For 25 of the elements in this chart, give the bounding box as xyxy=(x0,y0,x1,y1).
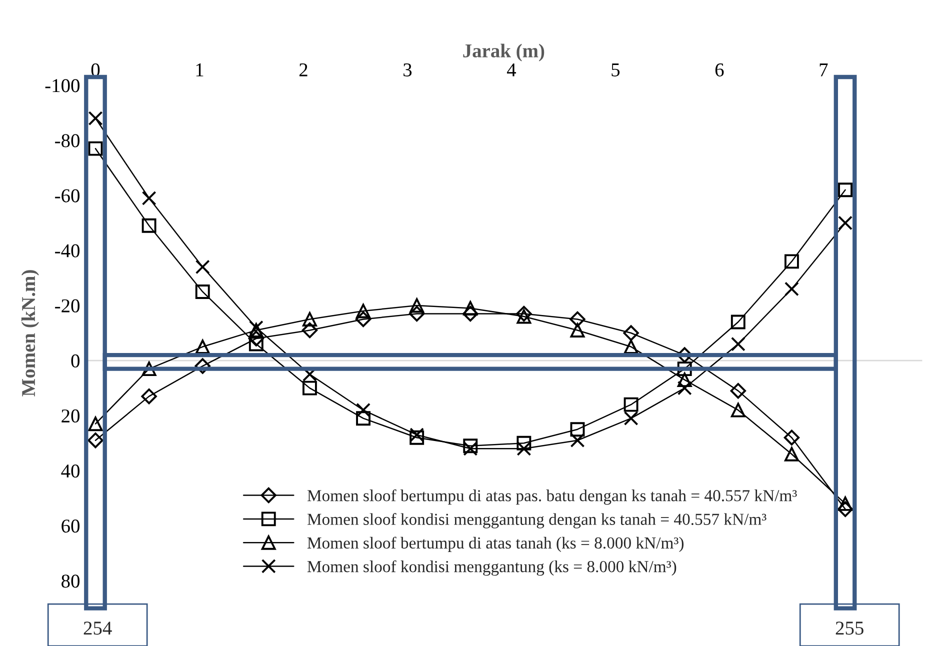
y-tick-label: 0 xyxy=(71,354,80,368)
legend-label: Momen sloof bertumpu di atas pas. batu dengan ks tanah = 40.557 kN/m³ xyxy=(307,489,797,505)
x-tick-label: 1 xyxy=(196,63,204,76)
text: 255 xyxy=(836,622,864,635)
legend-label: Momen sloof bertumpu di atas tanah (ks = 8.000 kN/m³) xyxy=(307,536,684,552)
y-tick-label: 20 xyxy=(62,409,80,423)
legend-label: Momen sloof kondisi menggantung dengan ks tanah = 40.557 kN/m³ xyxy=(307,513,766,528)
y-tick-label: -60 xyxy=(55,189,80,202)
x-axis-title: Jarak (m) xyxy=(463,44,544,62)
y-tick-label: 60 xyxy=(62,520,80,533)
x-tick-label: 5 xyxy=(612,64,620,76)
y-tick-label: -40 xyxy=(55,244,80,258)
x-tick-label: 6 xyxy=(715,63,724,76)
y-axis-title: Momen (kN.m) xyxy=(21,270,40,396)
y-tick-label: -80 xyxy=(55,134,80,148)
x-tick-label: 2 xyxy=(299,63,308,76)
x-tick-label: 4 xyxy=(506,63,516,76)
x-tick-label: 3 xyxy=(404,63,412,76)
text: 254 xyxy=(84,622,112,635)
y-tick-label: 80 xyxy=(62,574,80,588)
y-tick-label: 40 xyxy=(61,464,80,478)
y-tick-label: -20 xyxy=(55,299,80,312)
x-tick-label: 7 xyxy=(820,64,828,76)
legend-label: Momen sloof kondisi menggantung (ks = 8.000 kN/m³) xyxy=(307,560,676,576)
y-tick-label: -100 xyxy=(45,79,80,92)
